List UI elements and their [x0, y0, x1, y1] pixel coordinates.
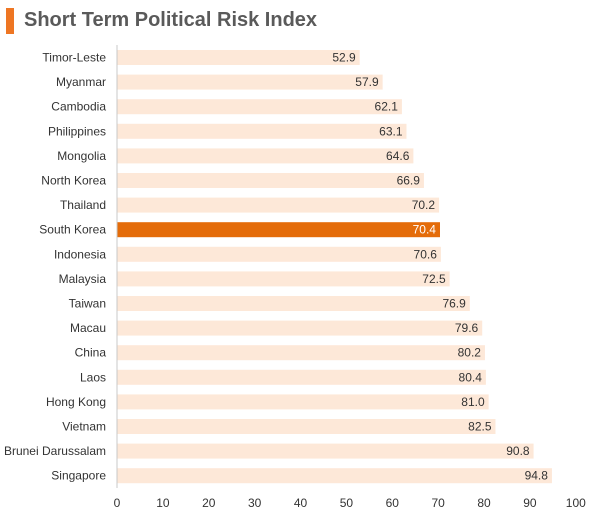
bar — [117, 394, 489, 410]
category-label: South Korea — [39, 223, 106, 237]
bar — [117, 99, 402, 115]
category-label: Timor-Leste — [42, 51, 106, 65]
bar — [117, 468, 552, 484]
bar — [117, 148, 414, 164]
x-tick-label: 100 — [566, 496, 586, 510]
bar — [117, 369, 486, 385]
category-label: North Korea — [41, 174, 106, 188]
value-label: 80.2 — [458, 346, 482, 360]
category-label: Mongolia — [57, 149, 106, 163]
category-label: Myanmar — [56, 75, 106, 89]
bar — [117, 197, 440, 213]
bar — [117, 345, 485, 361]
value-label: 81.0 — [461, 395, 485, 409]
title-accent-bar — [6, 8, 14, 34]
bar — [117, 74, 383, 90]
x-tick-label: 80 — [477, 496, 491, 510]
value-label: 70.6 — [414, 247, 438, 261]
category-label: Cambodia — [51, 100, 106, 114]
bar — [117, 296, 470, 311]
category-label: Taiwan — [69, 297, 106, 311]
value-label: 72.5 — [422, 272, 446, 286]
bar — [117, 246, 441, 262]
category-label: Malaysia — [59, 272, 107, 286]
category-label: Philippines — [48, 124, 106, 138]
bar — [117, 50, 360, 65]
bar — [117, 123, 407, 139]
bar — [117, 271, 450, 287]
x-tick-label: 10 — [156, 496, 170, 510]
category-label: Thailand — [60, 198, 106, 212]
x-tick-label: 20 — [202, 496, 216, 510]
category-label: Singapore — [51, 469, 106, 483]
value-label: 70.2 — [412, 198, 436, 212]
category-label: Laos — [80, 370, 106, 384]
bar — [117, 173, 424, 188]
value-label: 66.9 — [397, 174, 421, 188]
x-tick-label: 40 — [294, 496, 308, 510]
value-label: 52.9 — [332, 51, 356, 65]
x-tick-label: 0 — [114, 496, 121, 510]
x-tick-label: 70 — [431, 496, 445, 510]
bar — [117, 320, 483, 336]
value-label: 80.4 — [459, 370, 483, 384]
x-tick-label: 60 — [386, 496, 400, 510]
category-label: Macau — [70, 321, 106, 335]
value-label: 76.9 — [442, 297, 466, 311]
value-label: 90.8 — [506, 444, 530, 458]
chart-title: Short Term Political Risk Index — [24, 9, 318, 31]
x-tick-label: 30 — [248, 496, 262, 510]
x-tick-label: 90 — [523, 496, 537, 510]
category-label: China — [75, 346, 107, 360]
value-label: 82.5 — [468, 420, 492, 434]
bar — [117, 222, 440, 238]
category-label: Vietnam — [62, 420, 106, 434]
bar — [117, 419, 496, 434]
bar — [117, 443, 534, 459]
value-label: 62.1 — [375, 100, 399, 114]
value-label: 79.6 — [455, 321, 479, 335]
value-label: 63.1 — [379, 124, 403, 138]
value-label: 70.4 — [413, 223, 437, 237]
category-label: Indonesia — [54, 247, 106, 261]
value-label: 57.9 — [355, 75, 379, 89]
value-label: 64.6 — [386, 149, 410, 163]
value-label: 94.8 — [525, 469, 549, 483]
x-tick-label: 50 — [340, 496, 354, 510]
category-label: Hong Kong — [46, 395, 106, 409]
category-label: Brunei Darussalam — [4, 444, 106, 458]
